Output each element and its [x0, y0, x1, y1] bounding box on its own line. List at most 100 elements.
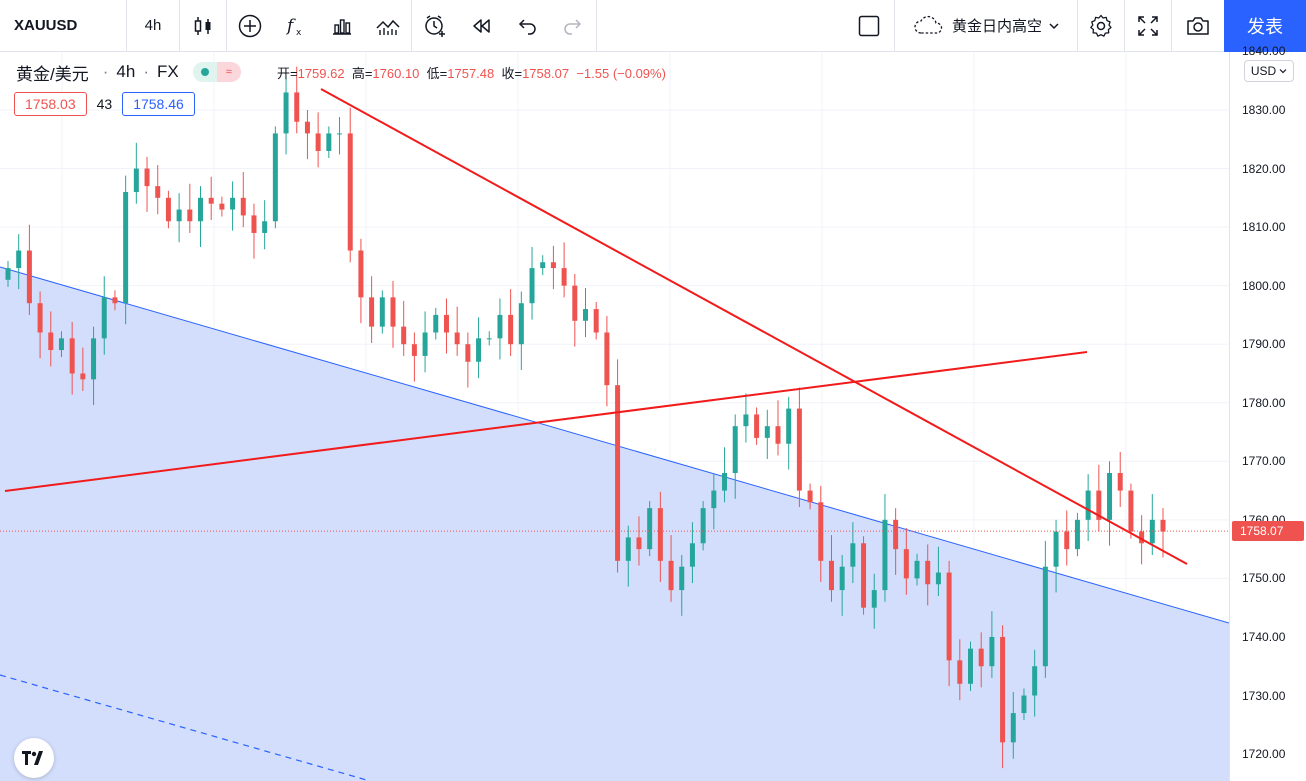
tradingview-logo[interactable]	[14, 738, 54, 778]
chevron-down-icon	[1279, 64, 1287, 78]
gear-icon[interactable]	[1078, 0, 1124, 52]
divider	[596, 0, 597, 52]
candle-up	[5, 268, 11, 280]
candle-down	[828, 560, 834, 591]
candle-up	[882, 519, 888, 591]
sell-price-button[interactable]: 1758.03	[14, 92, 87, 116]
price-chart[interactable]	[0, 52, 1229, 781]
candle-down	[112, 297, 118, 304]
undo-icon[interactable]	[504, 0, 550, 52]
candles-layer	[5, 66, 1166, 769]
candle-down	[37, 303, 43, 333]
candle-up	[433, 314, 439, 333]
price-tick-label: 1770.00	[1242, 454, 1286, 469]
candle-down	[861, 543, 867, 608]
chart-type-icon[interactable]	[365, 0, 411, 52]
candle-up	[422, 332, 428, 356]
candle-down	[604, 332, 610, 386]
candle-up	[1010, 713, 1016, 743]
replay-icon[interactable]	[458, 0, 504, 52]
candle-down	[294, 92, 300, 122]
layout-box-icon[interactable]	[844, 0, 894, 52]
candle-down	[572, 285, 578, 321]
channel-line-upper[interactable]	[0, 266, 1229, 624]
currency-selector[interactable]: USD	[1244, 60, 1294, 82]
candle-up	[711, 490, 717, 509]
candles-icon[interactable]	[180, 0, 226, 52]
candle-down	[508, 314, 514, 345]
candle-down	[358, 250, 364, 298]
candle-up	[935, 572, 941, 585]
candle-down	[1139, 531, 1145, 544]
buy-price-button[interactable]: 1758.46	[122, 92, 195, 116]
symbol-search-button[interactable]: XAUUSD	[14, 17, 78, 34]
candle-down	[443, 314, 449, 333]
candle-up	[326, 133, 332, 151]
candle-up	[16, 250, 22, 269]
layout-name-button[interactable]: 黄金日内高空	[895, 0, 1077, 52]
price-tick-label: 1820.00	[1242, 161, 1286, 176]
candle-up	[1053, 531, 1059, 567]
candle-up	[379, 297, 385, 327]
candle-down	[893, 519, 899, 550]
divider	[411, 0, 412, 52]
candle-down	[807, 490, 813, 503]
candle-down	[165, 197, 171, 222]
candle-up	[1107, 473, 1113, 520]
candle-down	[465, 344, 471, 362]
redo-icon[interactable]	[550, 0, 596, 52]
bid-ask: 1758.03 43 1758.46	[14, 92, 195, 116]
divider	[1077, 0, 1078, 52]
channel-line-lower[interactable]	[0, 674, 371, 781]
candle-up	[583, 309, 588, 321]
interval-button[interactable]: 4h	[144, 17, 162, 34]
divider	[1171, 0, 1172, 52]
wave-icon: ≈	[216, 62, 241, 82]
market-status-toggle[interactable]: ≈	[192, 62, 241, 82]
chart-pane[interactable]	[0, 52, 1229, 781]
candle-down	[69, 338, 75, 374]
fullscreen-icon[interactable]	[1125, 0, 1171, 52]
price-tick-label: 1840.00	[1242, 44, 1286, 59]
candle-down	[1128, 490, 1134, 532]
current-price-label: 1758.07	[1232, 521, 1304, 542]
svg-text:x: x	[296, 28, 302, 38]
templates-icon[interactable]	[319, 0, 365, 52]
candle-up	[230, 197, 236, 210]
divider	[894, 0, 895, 52]
alert-icon[interactable]	[412, 0, 458, 52]
camera-icon[interactable]	[1172, 0, 1224, 52]
candle-up	[497, 314, 503, 339]
high-value: 1760.10	[372, 66, 420, 81]
legend-symbol[interactable]: 黄金/美元	[16, 64, 89, 84]
trendline-ascending[interactable]	[4, 351, 1088, 492]
candle-up	[764, 426, 770, 438]
candle-down	[187, 209, 193, 222]
candle-down	[775, 426, 781, 444]
price-tick-label: 1720.00	[1242, 747, 1286, 762]
divider	[226, 0, 227, 52]
trendline-descending[interactable]	[320, 88, 1188, 565]
candle-up	[518, 303, 524, 345]
publish-button[interactable]: 发表	[1224, 0, 1306, 52]
candle-down	[1117, 473, 1123, 491]
price-tick-label: 1730.00	[1242, 688, 1286, 703]
candle-down	[796, 408, 802, 491]
candle-up	[871, 590, 877, 608]
divider	[1124, 0, 1125, 52]
candle-up	[476, 338, 482, 362]
price-tick-label: 1810.00	[1242, 220, 1286, 235]
price-axis[interactable]: 1840.00 1830.00 1820.00 1810.00 1800.00 1790.…	[1229, 44, 1306, 781]
legend-exchange: FX	[157, 62, 179, 81]
price-tick-label: 1750.00	[1242, 571, 1286, 586]
layout-name-label: 黄金日内高空	[951, 18, 1042, 35]
candle-down	[946, 572, 952, 661]
candle-down	[26, 250, 32, 304]
candle-down	[957, 660, 963, 684]
indicator-add-icon[interactable]	[227, 0, 273, 52]
candle-up	[91, 338, 97, 380]
low-value: 1757.48	[447, 66, 495, 81]
